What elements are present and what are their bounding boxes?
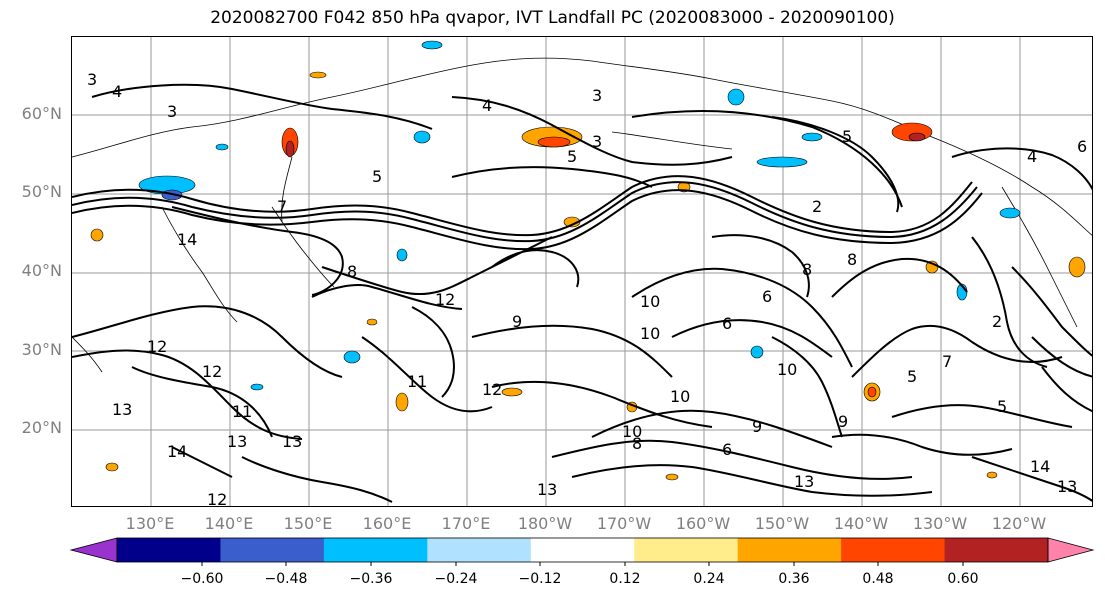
- colorbar-tick-label: −0.36: [349, 571, 393, 587]
- contour-label: 5: [997, 397, 1007, 416]
- contour-label: 4: [482, 96, 492, 115]
- contour-label: 6: [762, 287, 772, 306]
- colorbar-segment: [530, 538, 635, 562]
- contour-label: 7: [942, 352, 952, 371]
- colorbar-segment: [323, 538, 428, 562]
- colorbar-tick-label: −0.48: [264, 571, 308, 587]
- colorbar-outline: [116, 537, 1049, 563]
- contour-label: 9: [838, 412, 848, 431]
- colorbar-segment: [220, 538, 325, 562]
- contour-label: 9: [512, 312, 522, 331]
- colorbar-tick-label: 0.12: [609, 571, 641, 587]
- colorbar-ticks: [201, 562, 964, 566]
- contour-label: 13: [1057, 477, 1077, 496]
- contour-labels: 3 4 3 5 3 5 4 6 5 2 4 7 14 8 12 10 6 8 1…: [87, 70, 1087, 507]
- contour-label: 10: [622, 422, 642, 441]
- lon-label: 170°W: [596, 514, 652, 533]
- lat-label-40n: 40°N: [21, 261, 62, 280]
- contour-label: 3: [167, 102, 177, 121]
- lon-label: 150°E: [283, 514, 333, 533]
- contour-label: 14: [1030, 457, 1050, 476]
- contour-label: 12: [435, 290, 455, 309]
- contour-label: 12: [147, 337, 167, 356]
- colorbar-arrow-right: [1047, 537, 1095, 563]
- lon-label: 180°W: [517, 514, 573, 533]
- contour-label: 5: [372, 167, 382, 186]
- colorbar-tick-label: 0.60: [947, 571, 979, 587]
- colorbar-tick-label: −0.60: [180, 571, 224, 587]
- contour-label: 9: [752, 417, 762, 436]
- lat-label-20n: 20°N: [21, 418, 62, 437]
- contour-label: 10: [640, 324, 660, 343]
- colorbar-tick-label: 0.24: [693, 571, 725, 587]
- contour-label: 10: [670, 387, 690, 406]
- colorbar-arrow-left: [69, 537, 118, 563]
- contour-label: 8: [802, 260, 812, 279]
- contour-label: 5: [907, 367, 917, 386]
- map-title: 2020082700 F042 850 hPa qvapor, IVT Land…: [210, 8, 895, 28]
- contour-label: 8: [847, 250, 857, 269]
- lat-label-60n: 60°N: [21, 104, 62, 123]
- lat-label-30n: 30°N: [21, 340, 62, 359]
- lon-label: 170°E: [441, 514, 491, 533]
- contour-label: 12: [202, 362, 222, 381]
- colorbar-tick-label: 0.36: [778, 571, 810, 587]
- colorbar-segment: [117, 538, 221, 562]
- colorbar-segment: [634, 538, 739, 562]
- lon-label: 140°E: [204, 514, 254, 533]
- contour-label: 10: [640, 292, 660, 311]
- colorbar-segment: [841, 538, 946, 562]
- lon-label: 120°W: [991, 514, 1047, 533]
- colorbar-tick-label: −0.12: [518, 571, 562, 587]
- contour-label: 14: [177, 230, 197, 249]
- lon-label: 130°W: [912, 514, 968, 533]
- lon-label: 150°W: [754, 514, 810, 533]
- contour-label: 12: [482, 380, 502, 399]
- contour-label: 10: [777, 360, 797, 379]
- contour-label: 13: [794, 472, 814, 491]
- anomaly-fills: [90, 40, 1086, 481]
- colorbar: [69, 537, 1095, 566]
- contour-label: 8: [347, 262, 357, 281]
- colorbar-segment: [944, 538, 1049, 562]
- ivt-contours: [72, 83, 1092, 503]
- graticule: [72, 37, 1092, 506]
- colorbar-tick-label: 0.48: [862, 571, 894, 587]
- colorbar-segments: [69, 537, 1095, 563]
- map-svg: 3 4 3 5 3 5 4 6 5 2 4 7 14 8 12 10 6 8 1…: [72, 37, 1092, 507]
- contour-label: 3: [592, 86, 602, 105]
- lat-label-50n: 50°N: [21, 182, 62, 201]
- contour-label: 4: [1027, 147, 1037, 166]
- contour-label: 5: [842, 127, 852, 146]
- lon-label: 160°W: [675, 514, 731, 533]
- contour-label: 2: [992, 312, 1002, 331]
- contour-label: 3: [87, 70, 97, 89]
- contour-label: 11: [407, 372, 427, 391]
- contour-label: 3: [592, 132, 602, 151]
- colorbar-tick-label: −0.24: [434, 571, 478, 587]
- map-panel: 3 4 3 5 3 5 4 6 5 2 4 7 14 8 12 10 6 8 1…: [71, 36, 1093, 507]
- contour-label: 12: [207, 490, 227, 507]
- contour-label: 6: [1077, 137, 1087, 156]
- contour-label: 2: [812, 197, 822, 216]
- lon-label: 140°W: [833, 514, 889, 533]
- contour-label: 11: [232, 402, 252, 421]
- contour-label: 13: [537, 480, 557, 499]
- contour-label: 13: [227, 432, 247, 451]
- contour-label: 7: [277, 197, 287, 216]
- colorbar-segment: [737, 538, 842, 562]
- lon-label: 160°E: [362, 514, 412, 533]
- contour-label: 13: [112, 400, 132, 419]
- contour-label: 6: [722, 314, 732, 333]
- contour-label: 14: [167, 442, 187, 461]
- lon-label: 130°E: [125, 514, 175, 533]
- contour-label: 8: [632, 434, 642, 453]
- contour-label: 5: [567, 147, 577, 166]
- contour-label: 4: [112, 82, 122, 101]
- contour-label: 13: [282, 432, 302, 451]
- contour-label: 6: [722, 440, 732, 459]
- colorbar-segment: [427, 538, 532, 562]
